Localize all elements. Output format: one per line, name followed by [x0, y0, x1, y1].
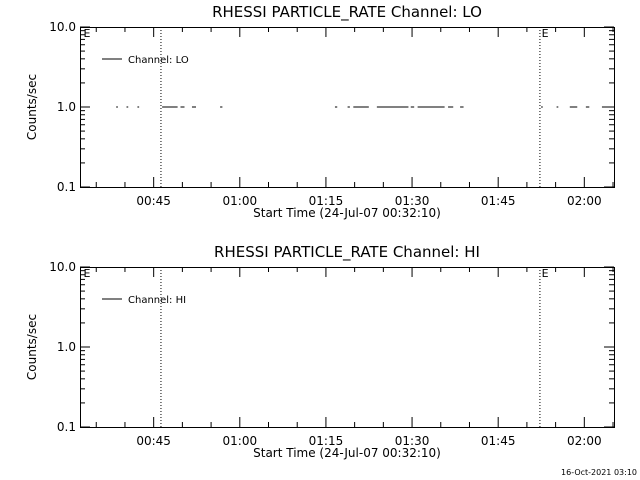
y-axis-label: Counts/sec: [25, 314, 39, 380]
lo-channel-panel: RHESSI PARTICLE_RATE Channel: LO 10.0 1.0 0…: [25, 3, 615, 220]
legend-label: Channel: LO: [128, 55, 189, 66]
y-tick-label: 0.1: [57, 420, 76, 434]
x-tick-label: 01:30: [395, 194, 430, 208]
x-tick-label: 02:00: [567, 434, 602, 448]
hi-channel-panel: RHESSI PARTICLE_RATE Channel: HI 10.0 1.0 0…: [25, 243, 615, 460]
y-axis-label: Counts/sec: [25, 74, 39, 140]
x-tick-label: 01:45: [481, 194, 516, 208]
x-tick-label: 01:45: [481, 434, 516, 448]
x-tick-label: 01:00: [223, 434, 258, 448]
x-tick-label: 00:45: [136, 434, 171, 448]
x-tick-label: 01:15: [309, 194, 344, 208]
x-tick-label: 01:30: [395, 434, 430, 448]
x-tick-label: 01:15: [309, 434, 344, 448]
y-tick-label: 10.0: [49, 260, 76, 274]
y-tick-label: 1.0: [57, 100, 76, 114]
x-tick-label: 02:00: [567, 194, 602, 208]
y-tick-label: 10.0: [49, 20, 76, 34]
event-flag-label: E: [83, 267, 90, 280]
y-tick-label: 1.0: [57, 340, 76, 354]
chart-title: RHESSI PARTICLE_RATE Channel: HI: [214, 243, 480, 262]
generation-timestamp: 16-Oct-2021 03:10: [561, 468, 637, 477]
x-axis-label: Start Time (24-Jul-07 00:32:10): [253, 446, 441, 460]
x-tick-label: 01:00: [223, 194, 258, 208]
event-flag-label: E: [542, 27, 549, 40]
event-flag-label: E: [542, 267, 549, 280]
legend-label: Channel: HI: [128, 295, 186, 306]
y-tick-label: 0.1: [57, 180, 76, 194]
x-tick-label: 00:45: [136, 194, 171, 208]
event-flag-label: E: [83, 27, 90, 40]
chart-title: RHESSI PARTICLE_RATE Channel: LO: [212, 3, 482, 22]
x-axis-label: Start Time (24-Jul-07 00:32:10): [253, 206, 441, 220]
